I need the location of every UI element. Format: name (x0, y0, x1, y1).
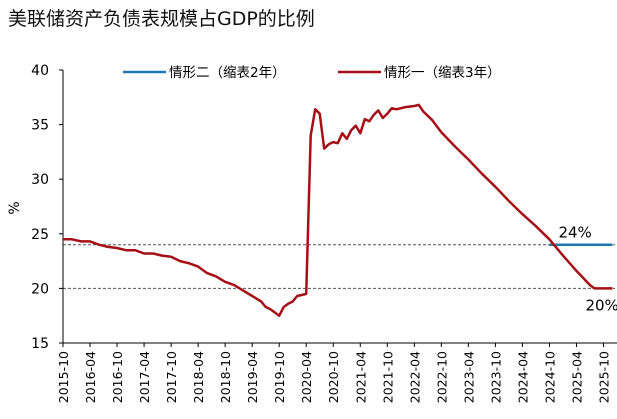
x-tick-label: 2025-04 (569, 351, 584, 403)
x-tick-label: 2022-04 (407, 351, 422, 403)
y-tick-label: 25 (31, 227, 49, 243)
x-tick-label: 2016-10 (110, 351, 125, 403)
y-tick-label: 35 (31, 118, 49, 134)
y-tick-label: 20 (31, 281, 49, 297)
x-tick-label: 2018-10 (218, 351, 233, 403)
x-tick-label: 2018-04 (191, 351, 206, 403)
x-tick-label: 2024-04 (515, 351, 530, 403)
annotation-label: 24% (558, 224, 591, 242)
x-tick-label: 2023-10 (488, 351, 503, 403)
series-lines (63, 103, 613, 317)
x-tick-label: 2022-10 (434, 351, 449, 403)
x-tick-label: 2019-10 (272, 351, 287, 403)
x-tick-label: 2016-04 (83, 351, 98, 403)
x-tick-label: 2025-10 (596, 351, 611, 403)
legend-label-1: 情形二（缩表2年） (169, 65, 286, 81)
y-tick-label: 30 (31, 172, 49, 188)
x-tick-label: 2024-10 (542, 351, 557, 403)
x-tick-label: 2020-10 (326, 351, 341, 403)
annotation-label: 20% (585, 296, 617, 314)
x-tick-label: 2023-04 (461, 351, 476, 403)
x-tick-label: 2020-04 (299, 351, 314, 403)
x-tick-label: 2021-04 (353, 351, 368, 403)
legend: 情形二（缩表2年） 情形一（缩表3年） (123, 65, 501, 81)
chart-labels: 24% 20% (558, 224, 617, 315)
y-tick-label: 15 (31, 336, 49, 352)
y-tick-label: 40 (31, 63, 49, 79)
x-tick-label: 2021-10 (380, 351, 395, 403)
x-tick-label: 2017-04 (137, 351, 152, 403)
series-line-2 (63, 103, 613, 317)
legend-label-2: 情形一（缩表3年） (384, 65, 501, 81)
y-axis-label: % (7, 201, 23, 214)
reference-lines (63, 244, 615, 289)
x-tick-label: 2019-04 (245, 351, 260, 403)
x-tick-label: 2015-10 (56, 351, 71, 403)
axes: 15 20 25 30 35 40% 2015-10 2016-04 2016-10 2017-0… (7, 63, 617, 403)
chart-title: 美联储资产负债表规模占GDP的比例 (8, 8, 315, 30)
x-tick-label: 2017-10 (164, 351, 179, 403)
